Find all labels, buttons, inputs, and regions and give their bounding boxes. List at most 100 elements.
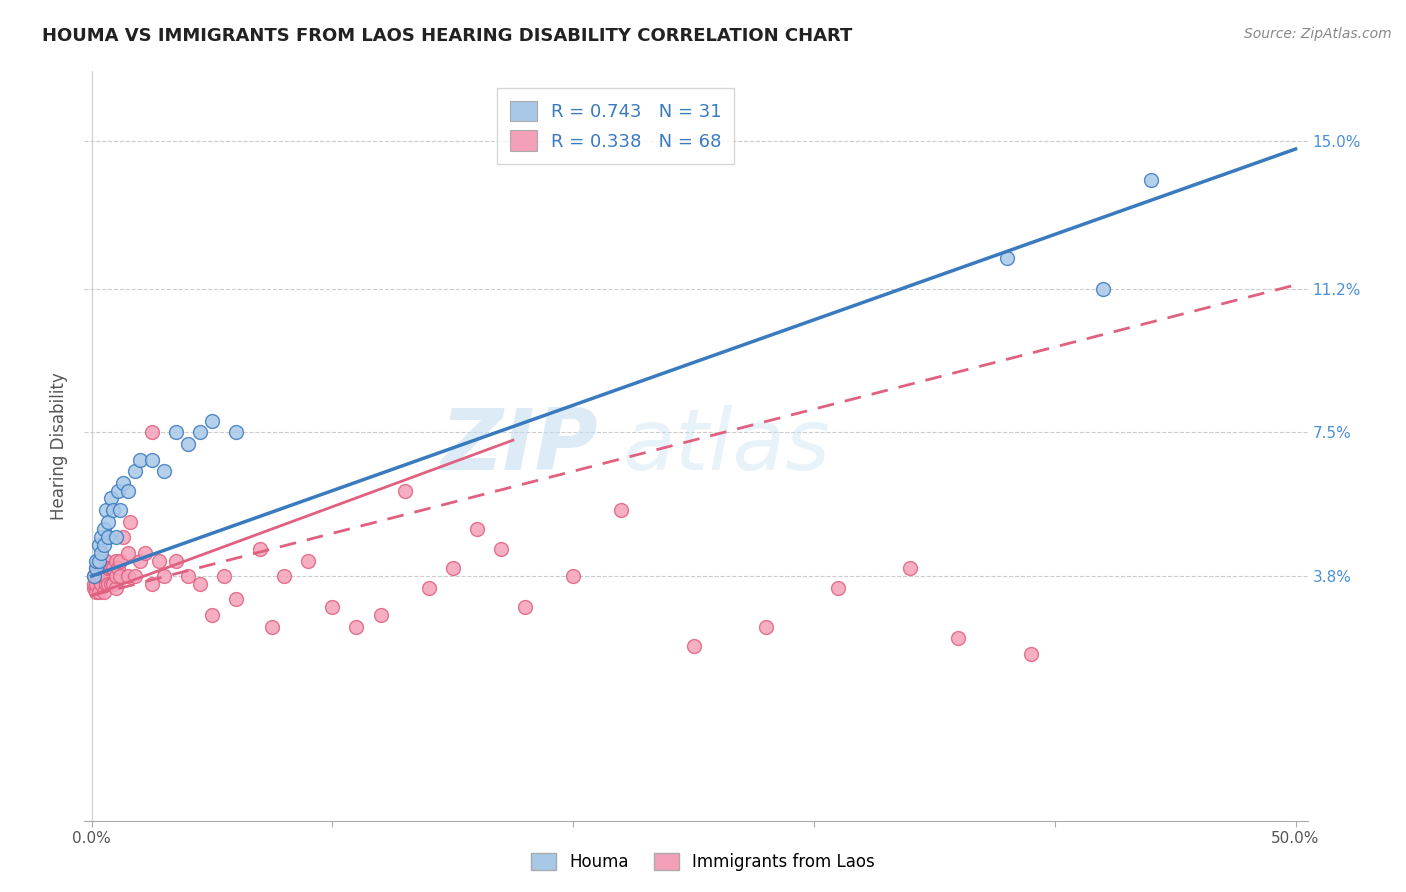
Point — [273, 569, 295, 583]
Y-axis label: Hearing Disability: Hearing Disability — [51, 372, 69, 520]
Point — [104, 553, 127, 567]
Point — [827, 581, 849, 595]
Point — [465, 523, 488, 537]
Point — [111, 530, 134, 544]
Text: HOUMA VS IMMIGRANTS FROM LAOS HEARING DISABILITY CORRELATION CHART: HOUMA VS IMMIGRANTS FROM LAOS HEARING DI… — [42, 27, 852, 45]
Point — [107, 483, 129, 498]
Point — [90, 577, 112, 591]
Point — [87, 561, 110, 575]
Point — [100, 577, 122, 591]
Point — [87, 584, 110, 599]
Point — [212, 569, 235, 583]
Point — [297, 553, 319, 567]
Point — [103, 503, 125, 517]
Point — [93, 538, 115, 552]
Point — [128, 452, 150, 467]
Point — [120, 515, 142, 529]
Point — [90, 530, 112, 544]
Point — [124, 569, 146, 583]
Point — [110, 503, 132, 517]
Point — [97, 530, 120, 544]
Point — [1091, 282, 1114, 296]
Point — [97, 577, 120, 591]
Point — [441, 561, 464, 575]
Point — [90, 546, 112, 560]
Point — [94, 553, 117, 567]
Point — [610, 503, 633, 517]
Point — [97, 561, 120, 575]
Point — [394, 483, 416, 498]
Point — [370, 607, 392, 622]
Point — [1019, 647, 1042, 661]
Point — [177, 437, 200, 451]
Point — [249, 541, 271, 556]
Point — [100, 491, 122, 506]
Point — [86, 553, 108, 567]
Point — [83, 569, 105, 583]
Point — [225, 425, 247, 440]
Point — [1140, 173, 1163, 187]
Point — [104, 530, 127, 544]
Point — [100, 561, 122, 575]
Point — [93, 584, 115, 599]
Point — [110, 569, 132, 583]
Point — [87, 538, 110, 552]
Point — [188, 577, 211, 591]
Point — [489, 541, 512, 556]
Point — [134, 546, 156, 560]
Point — [153, 464, 176, 478]
Point — [165, 425, 187, 440]
Point — [86, 561, 108, 575]
Point — [201, 607, 224, 622]
Point — [93, 561, 115, 575]
Point — [995, 251, 1018, 265]
Point — [225, 592, 247, 607]
Point — [262, 619, 284, 633]
Point — [513, 600, 536, 615]
Point — [86, 584, 108, 599]
Point — [153, 569, 176, 583]
Point — [93, 523, 115, 537]
Point — [94, 503, 117, 517]
Point — [104, 569, 127, 583]
Point — [83, 577, 105, 591]
Point — [418, 581, 440, 595]
Point — [562, 569, 585, 583]
Point — [117, 569, 139, 583]
Point — [93, 569, 115, 583]
Point — [111, 475, 134, 490]
Text: ZIP: ZIP — [440, 404, 598, 488]
Point — [948, 631, 970, 645]
Point — [103, 577, 125, 591]
Point — [90, 561, 112, 575]
Point — [87, 553, 110, 567]
Point — [188, 425, 211, 440]
Point — [128, 553, 150, 567]
Point — [83, 581, 105, 595]
Point — [141, 577, 163, 591]
Point — [86, 577, 108, 591]
Legend: R = 0.743   N = 31, R = 0.338   N = 68: R = 0.743 N = 31, R = 0.338 N = 68 — [498, 88, 734, 164]
Point — [898, 561, 921, 575]
Point — [177, 569, 200, 583]
Point — [83, 569, 105, 583]
Point — [94, 569, 117, 583]
Point — [110, 553, 132, 567]
Point — [117, 546, 139, 560]
Point — [97, 515, 120, 529]
Point — [321, 600, 343, 615]
Point — [148, 553, 170, 567]
Point — [86, 561, 108, 575]
Point — [103, 561, 125, 575]
Point — [90, 569, 112, 583]
Point — [107, 561, 129, 575]
Point — [141, 452, 163, 467]
Point — [165, 553, 187, 567]
Point — [141, 425, 163, 440]
Point — [104, 581, 127, 595]
Point — [124, 464, 146, 478]
Legend: Houma, Immigrants from Laos: Houma, Immigrants from Laos — [523, 845, 883, 880]
Point — [201, 414, 224, 428]
Point — [682, 639, 704, 653]
Point — [94, 577, 117, 591]
